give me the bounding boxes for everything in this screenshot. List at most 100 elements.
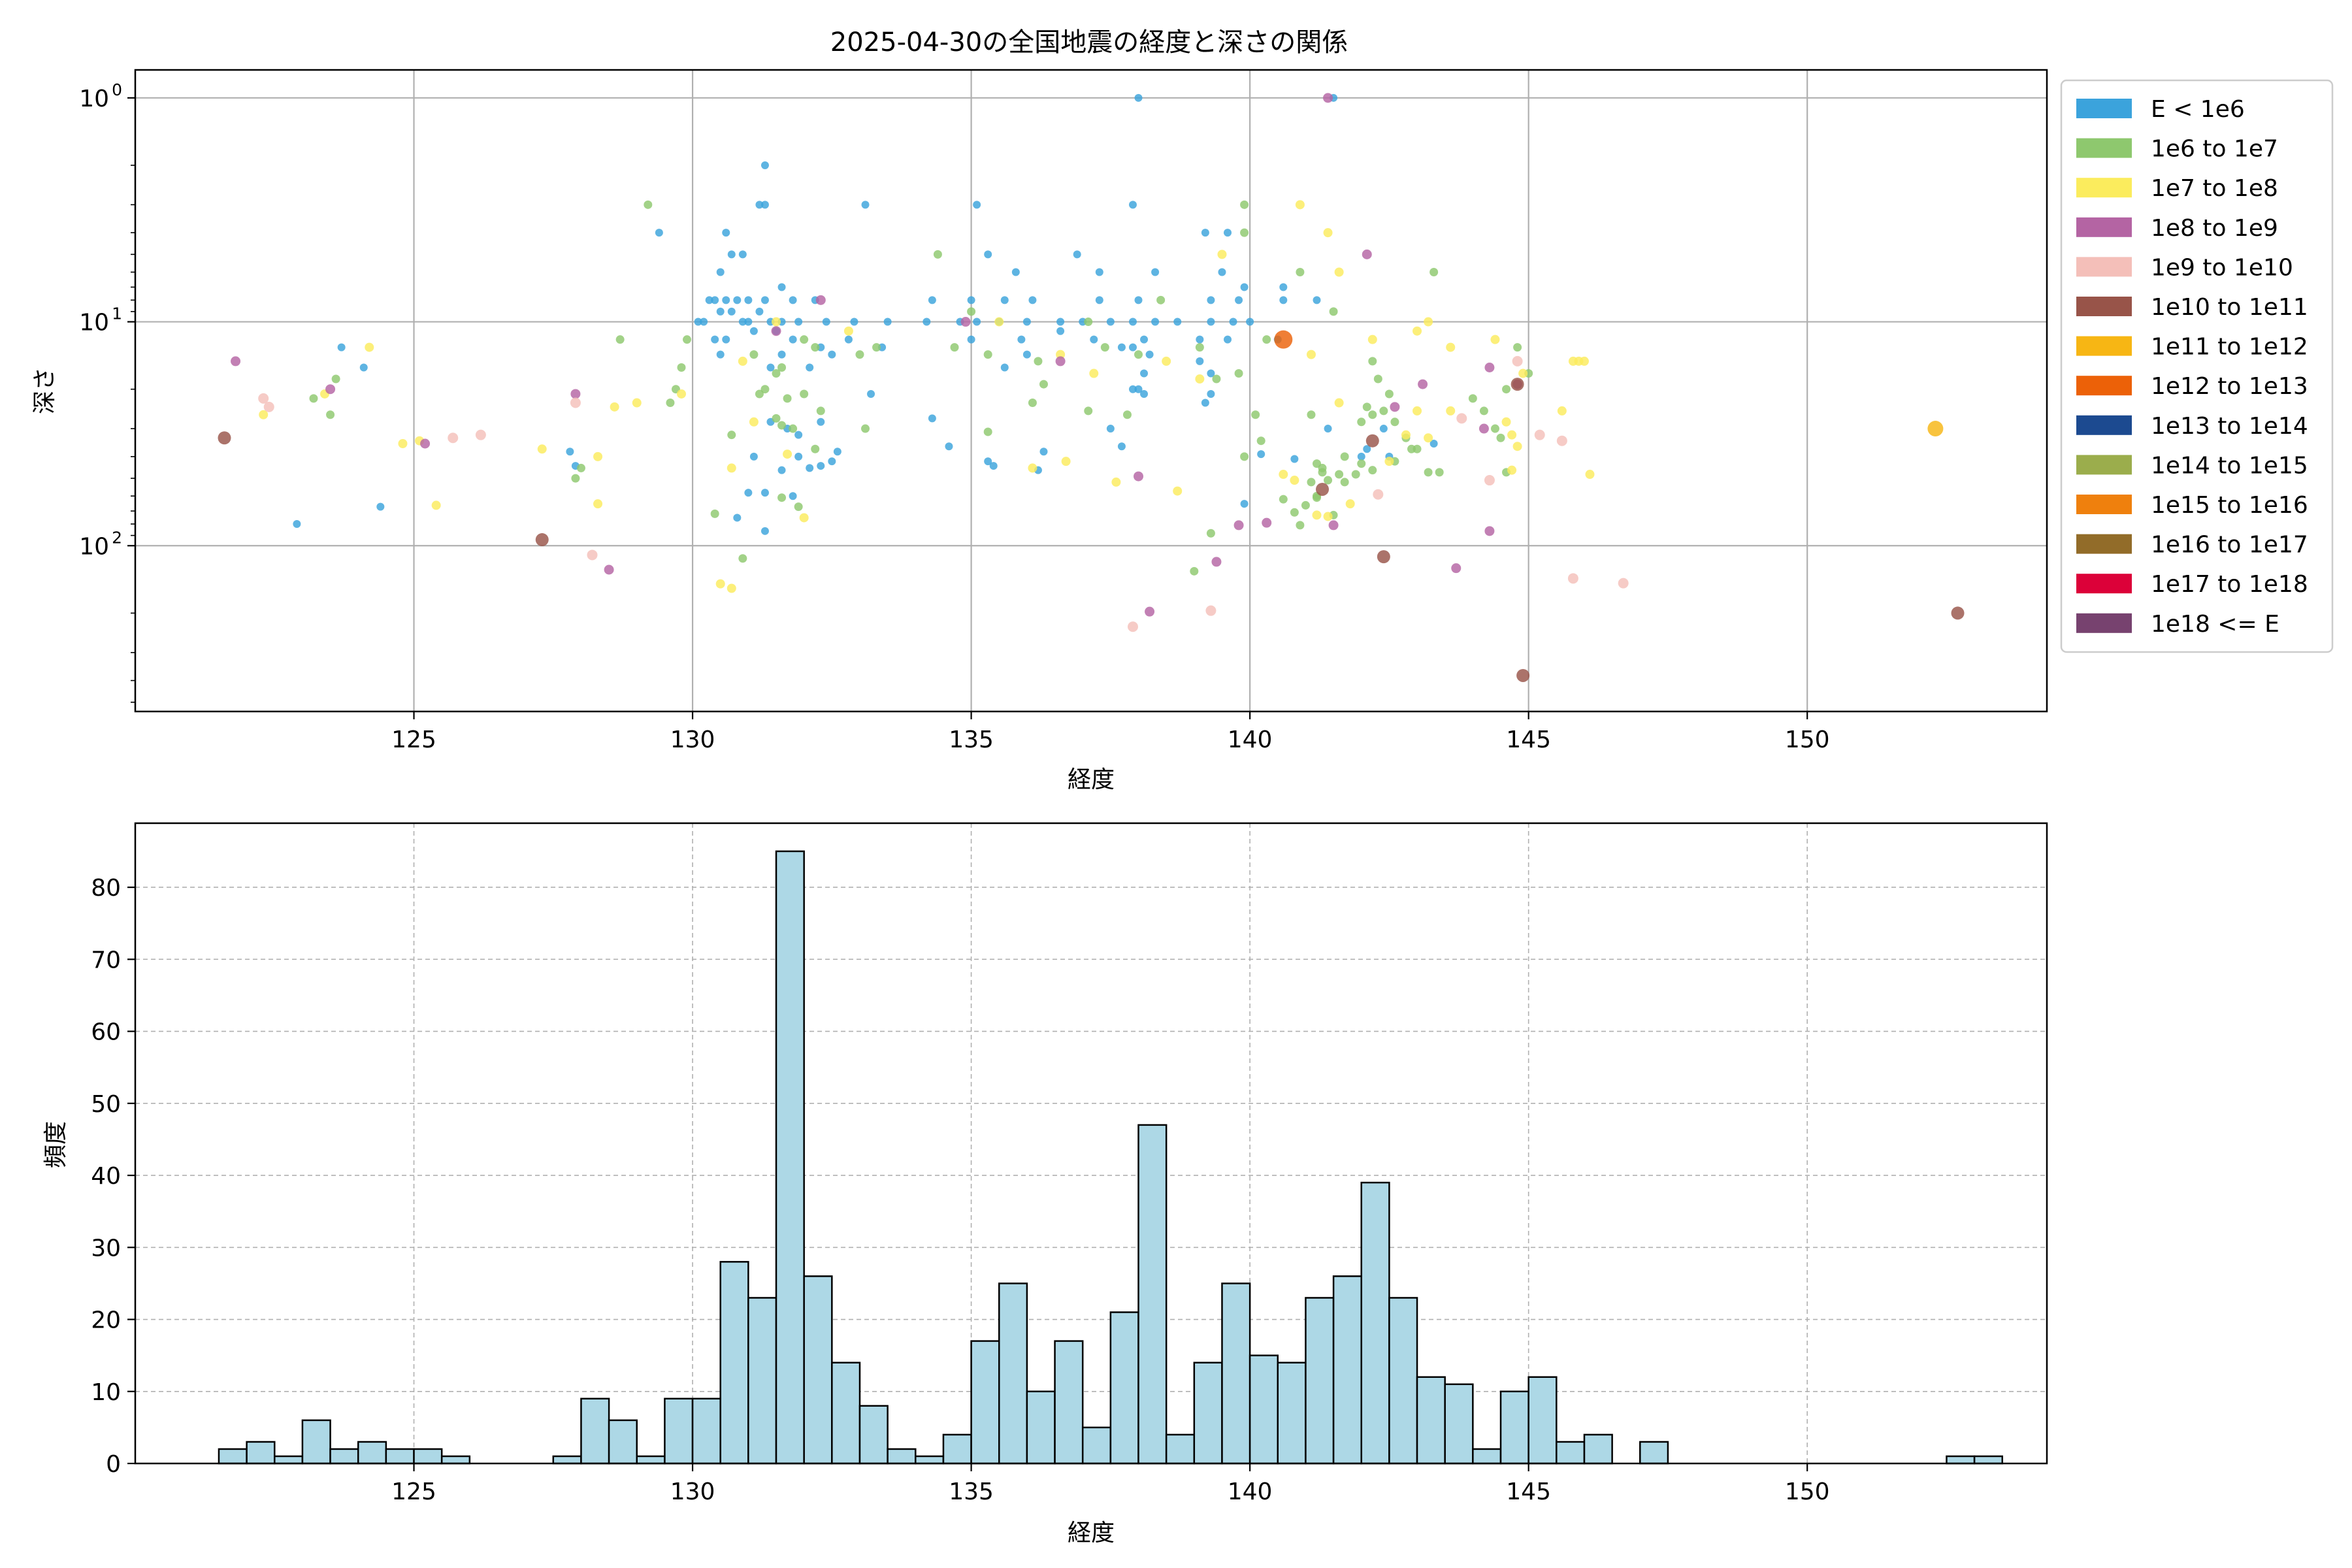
scatter-x-tick-label: 135 (949, 727, 994, 753)
histogram-bar (608, 1419, 638, 1465)
legend-swatch (2076, 613, 2132, 633)
histogram-bar (1221, 1282, 1251, 1465)
scatter-point (593, 451, 603, 461)
scatter-point (822, 318, 830, 326)
scatter-point (1274, 330, 1293, 349)
scatter-point (666, 399, 675, 408)
scatter-point (828, 457, 836, 466)
legend-label: 1e11 to 1e12 (2151, 334, 2308, 361)
histogram-bar (1946, 1455, 1976, 1465)
scatter-point (1429, 268, 1439, 277)
scatter-point (800, 389, 809, 399)
histogram-bar (1249, 1354, 1279, 1465)
scatter-point (1363, 445, 1371, 453)
scatter-point (760, 527, 769, 535)
scatter-point (1512, 355, 1523, 367)
scatter-point (716, 268, 725, 276)
histogram-y-tick-label: 10 (91, 1379, 121, 1406)
scatter-point (1390, 417, 1399, 427)
scatter-point (1484, 362, 1495, 372)
histogram-bar (831, 1362, 861, 1465)
histogram-bar (1360, 1181, 1390, 1465)
scatter-point (1323, 93, 1333, 103)
scatter-point (1195, 343, 1204, 352)
scatter-point (1362, 402, 1371, 412)
scatter-point (1362, 249, 1372, 259)
scatter-point (1351, 470, 1360, 479)
scatter-point (766, 363, 775, 372)
scatter-point (1151, 318, 1160, 326)
scatter-point (1323, 228, 1333, 238)
histogram-x-tick-label: 150 (1785, 1478, 1830, 1505)
scatter-point (928, 414, 936, 423)
scatter-point (1373, 489, 1384, 500)
scatter-point (973, 201, 981, 209)
scatter-point (1557, 406, 1567, 416)
scatter-point (398, 439, 408, 449)
histogram-bar (942, 1433, 972, 1465)
scatter-point (537, 444, 547, 454)
histogram-bar (775, 850, 805, 1465)
histogram-bar (719, 1261, 749, 1465)
scatter-point (1134, 471, 1144, 482)
scatter-point (1307, 410, 1316, 419)
histogram-bar (858, 1405, 889, 1465)
scatter-point (1418, 379, 1428, 389)
scatter-point (1127, 621, 1138, 632)
scatter-point (1468, 394, 1477, 403)
scatter-point (1173, 486, 1183, 496)
scatter-point (744, 296, 753, 304)
scatter-point (799, 513, 809, 523)
scatter-point (1100, 343, 1109, 352)
scatter-point (789, 296, 797, 304)
histogram-bar (1165, 1433, 1196, 1465)
histogram-x-tick-label: 135 (949, 1478, 994, 1505)
scatter-point (1413, 406, 1422, 416)
scatter-point (733, 514, 742, 522)
scatter-point (1233, 520, 1244, 531)
scatter-point (1173, 318, 1182, 326)
scatter-point (861, 424, 870, 433)
scatter-point (1240, 500, 1249, 508)
legend-swatch (2076, 455, 2132, 475)
scatter-point (984, 250, 992, 259)
legend-swatch (2076, 415, 2132, 435)
histogram-bar (1109, 1311, 1139, 1465)
scatter-point (1296, 521, 1305, 530)
histogram-bar (246, 1441, 276, 1465)
scatter-point (576, 463, 585, 472)
histogram-bar (1583, 1433, 1613, 1465)
legend: E < 1e6 1e6 to 1e7 1e7 to 1e8 1e8 to 1e9 1e9… (2060, 79, 2334, 653)
scatter-point (1055, 356, 1066, 367)
scatter-point (1028, 399, 1037, 408)
scatter-point (1484, 526, 1495, 536)
scatter-point (789, 424, 798, 433)
scatter-point (1296, 268, 1305, 277)
scatter-x-axis-label: 経度 (1068, 766, 1115, 793)
histogram-plot-frame (134, 822, 2048, 1465)
scatter-point (1507, 465, 1517, 475)
scatter-x-tick-label: 140 (1228, 727, 1273, 753)
scatter-point (293, 520, 301, 529)
scatter-point (1384, 457, 1394, 466)
legend-label: 1e13 to 1e14 (2151, 413, 2308, 440)
scatter-x-ticks: 125 130 135 140 145 150 (391, 711, 1830, 753)
legend-swatch (2076, 376, 2132, 396)
histogram-y-tick-label: 70 (91, 947, 121, 973)
scatter-point (1134, 93, 1143, 102)
legend-label: 1e16 to 1e17 (2151, 532, 2308, 559)
scatter-point (1240, 452, 1249, 461)
scatter-point (738, 356, 747, 366)
legend-label: E < 1e6 (2151, 96, 2245, 123)
scatter-point (1140, 389, 1149, 398)
scatter-point (337, 343, 346, 351)
scatter-point (1951, 606, 1965, 620)
scatter-point (933, 250, 942, 259)
scatter-y-tick-exponent: 1 (112, 304, 122, 323)
scatter-point (1084, 406, 1093, 416)
scatter-point (1512, 442, 1522, 451)
scatter-point (1039, 380, 1048, 389)
scatter-point (794, 502, 803, 512)
scatter-point (1927, 421, 1944, 437)
histogram-y-axis-label: 頻度 (42, 1121, 69, 1168)
